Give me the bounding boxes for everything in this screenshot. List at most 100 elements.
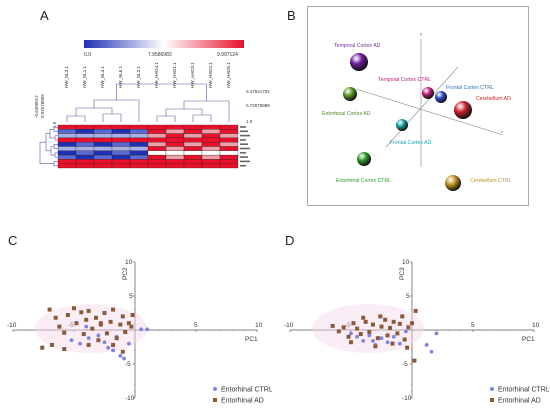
heatmap-cell bbox=[75, 159, 95, 164]
scatter-point-ctrl bbox=[145, 327, 150, 332]
row-scale-a: -0.6400017 bbox=[34, 95, 39, 118]
heatmap-cell bbox=[75, 146, 95, 151]
pca-3d-point-label: Cerebellum CTRL bbox=[470, 178, 512, 184]
y-tick-label: 5 bbox=[406, 293, 410, 300]
heatmap-cell bbox=[165, 154, 185, 160]
heatmap-cell bbox=[57, 124, 77, 130]
colorbar bbox=[84, 40, 244, 48]
x-axis-label: PC1 bbox=[245, 336, 258, 343]
x-tick-label: -10 bbox=[284, 322, 294, 329]
row-label-mark bbox=[240, 147, 250, 150]
dendro-branch bbox=[53, 161, 58, 167]
heatmap-cell bbox=[219, 150, 239, 156]
y-axis-label: PC2 bbox=[122, 267, 129, 280]
heatmap-cell bbox=[219, 129, 239, 134]
scatter-point-ad bbox=[390, 341, 395, 346]
dendro-branch bbox=[53, 144, 58, 149]
heatmap-column-labels: HW_NL3.1 HW_NL1.1 HW_NL4.1 HW_NL6.1 HW_NL2.1… bbox=[64, 62, 231, 88]
scatter-point-ctrl bbox=[371, 338, 375, 343]
pca-3d-point-label: Entorhinal Cortex AD bbox=[322, 111, 371, 117]
heatmap-cell bbox=[93, 159, 113, 164]
colorbar-max-label: 9.997124 bbox=[217, 52, 238, 58]
x-tick-label: -5 bbox=[68, 322, 74, 329]
heatmap-cell bbox=[147, 142, 167, 147]
scatter-point-ad bbox=[86, 342, 91, 347]
scatter-point-ad bbox=[355, 326, 360, 331]
heatmap-cell bbox=[183, 163, 203, 169]
axis-y-label: y bbox=[420, 31, 422, 36]
heatmap-cell bbox=[219, 146, 239, 151]
scatter-point-ctrl bbox=[397, 341, 402, 346]
pca-3d-point bbox=[350, 53, 368, 71]
heatmap-cell bbox=[219, 159, 239, 164]
heatmap-cell bbox=[147, 124, 167, 130]
heatmap-cell bbox=[201, 154, 221, 160]
scatter-point-ctrl bbox=[367, 333, 372, 338]
scatter-point-ctrl bbox=[84, 324, 89, 329]
heatmap-cell bbox=[129, 163, 149, 169]
scatter-point-ad bbox=[118, 322, 123, 327]
scatter-point-ad bbox=[383, 317, 388, 322]
scatter-point-ctrl bbox=[429, 349, 434, 354]
heatmap-cell bbox=[165, 163, 185, 169]
heatmap-cell bbox=[111, 163, 131, 169]
pca-3d-point-label: Cerebellum AD bbox=[476, 96, 511, 102]
heatmap-cell bbox=[75, 129, 95, 134]
heatmap-grid bbox=[57, 124, 239, 169]
column-label: HW_NL6.1 bbox=[118, 65, 123, 88]
heatmap-cell bbox=[111, 129, 131, 134]
row-scale-c: 1.0 bbox=[52, 121, 57, 128]
scatter-point-ad bbox=[72, 306, 76, 311]
heatmap-cell bbox=[75, 150, 95, 156]
heatmap-cell bbox=[75, 142, 95, 147]
scatter-point-ad bbox=[397, 321, 402, 326]
pca-3d-point-label: Entorhinal Cortex CTRL bbox=[336, 178, 391, 184]
heatmap-cell bbox=[111, 154, 131, 160]
pca-3d-point bbox=[435, 91, 447, 103]
heatmap-cell bbox=[111, 150, 131, 156]
dendro-branch bbox=[102, 113, 122, 122]
y-tick-label: -10 bbox=[125, 395, 135, 402]
heatmap-cell bbox=[165, 146, 185, 151]
scatter-point-ad bbox=[410, 321, 414, 326]
heatmap-cell bbox=[75, 124, 95, 130]
heatmap-cell bbox=[75, 154, 95, 160]
heatmap-cell bbox=[147, 159, 167, 164]
scatter-point-ctrl bbox=[379, 336, 384, 341]
scatter-point-ad bbox=[86, 308, 91, 313]
heatmap-cell bbox=[183, 142, 203, 147]
dendro-scale-bottom: 1.0 bbox=[246, 119, 253, 124]
colorbar-min-label: 0.0 bbox=[84, 52, 91, 58]
scatter-point-ad bbox=[81, 332, 86, 337]
heatmap-cell bbox=[201, 142, 221, 147]
scatter-point-ctrl bbox=[126, 341, 131, 346]
legend-label: Entorhinal AD bbox=[498, 398, 541, 405]
y-tick-label: 10 bbox=[125, 259, 133, 266]
scatter-point-ad bbox=[120, 314, 125, 319]
heatmap-cell bbox=[111, 142, 131, 147]
scatter-point-ad bbox=[50, 342, 55, 347]
scatter-point-ctrl bbox=[96, 333, 101, 338]
scatter-point-ctrl bbox=[349, 331, 353, 336]
heatmap-cell bbox=[183, 124, 203, 130]
scatter-point-ad bbox=[373, 344, 378, 349]
heatmap-cell bbox=[183, 154, 203, 160]
scatter-point-ad bbox=[65, 313, 70, 318]
scatter-point-ad bbox=[370, 322, 375, 327]
scatter-point-ad bbox=[84, 317, 89, 322]
scatter-point-ctrl bbox=[385, 340, 390, 345]
scatter-point-ad bbox=[62, 347, 67, 352]
pca-3d-point-label: Temporal Cortex CTRL bbox=[378, 77, 431, 83]
heatmap-cell bbox=[183, 146, 203, 151]
scatter-point-ctrl bbox=[102, 340, 107, 345]
scatter-point-ad bbox=[375, 336, 380, 341]
scatter-point-ad bbox=[114, 336, 119, 341]
heatmap-cell bbox=[129, 142, 149, 147]
scatter-point-ad bbox=[379, 324, 384, 329]
dendro-branch bbox=[183, 100, 230, 122]
scatter-point-ctrl bbox=[434, 331, 439, 336]
heatmap-cell bbox=[219, 163, 239, 169]
dendro-branch bbox=[93, 99, 140, 122]
x-tick-label: -5 bbox=[345, 322, 351, 329]
heatmap-panel: 0.0 7.9586983 9.997124 HW_NL3.1 HW_NL1.1 H… bbox=[34, 40, 270, 169]
